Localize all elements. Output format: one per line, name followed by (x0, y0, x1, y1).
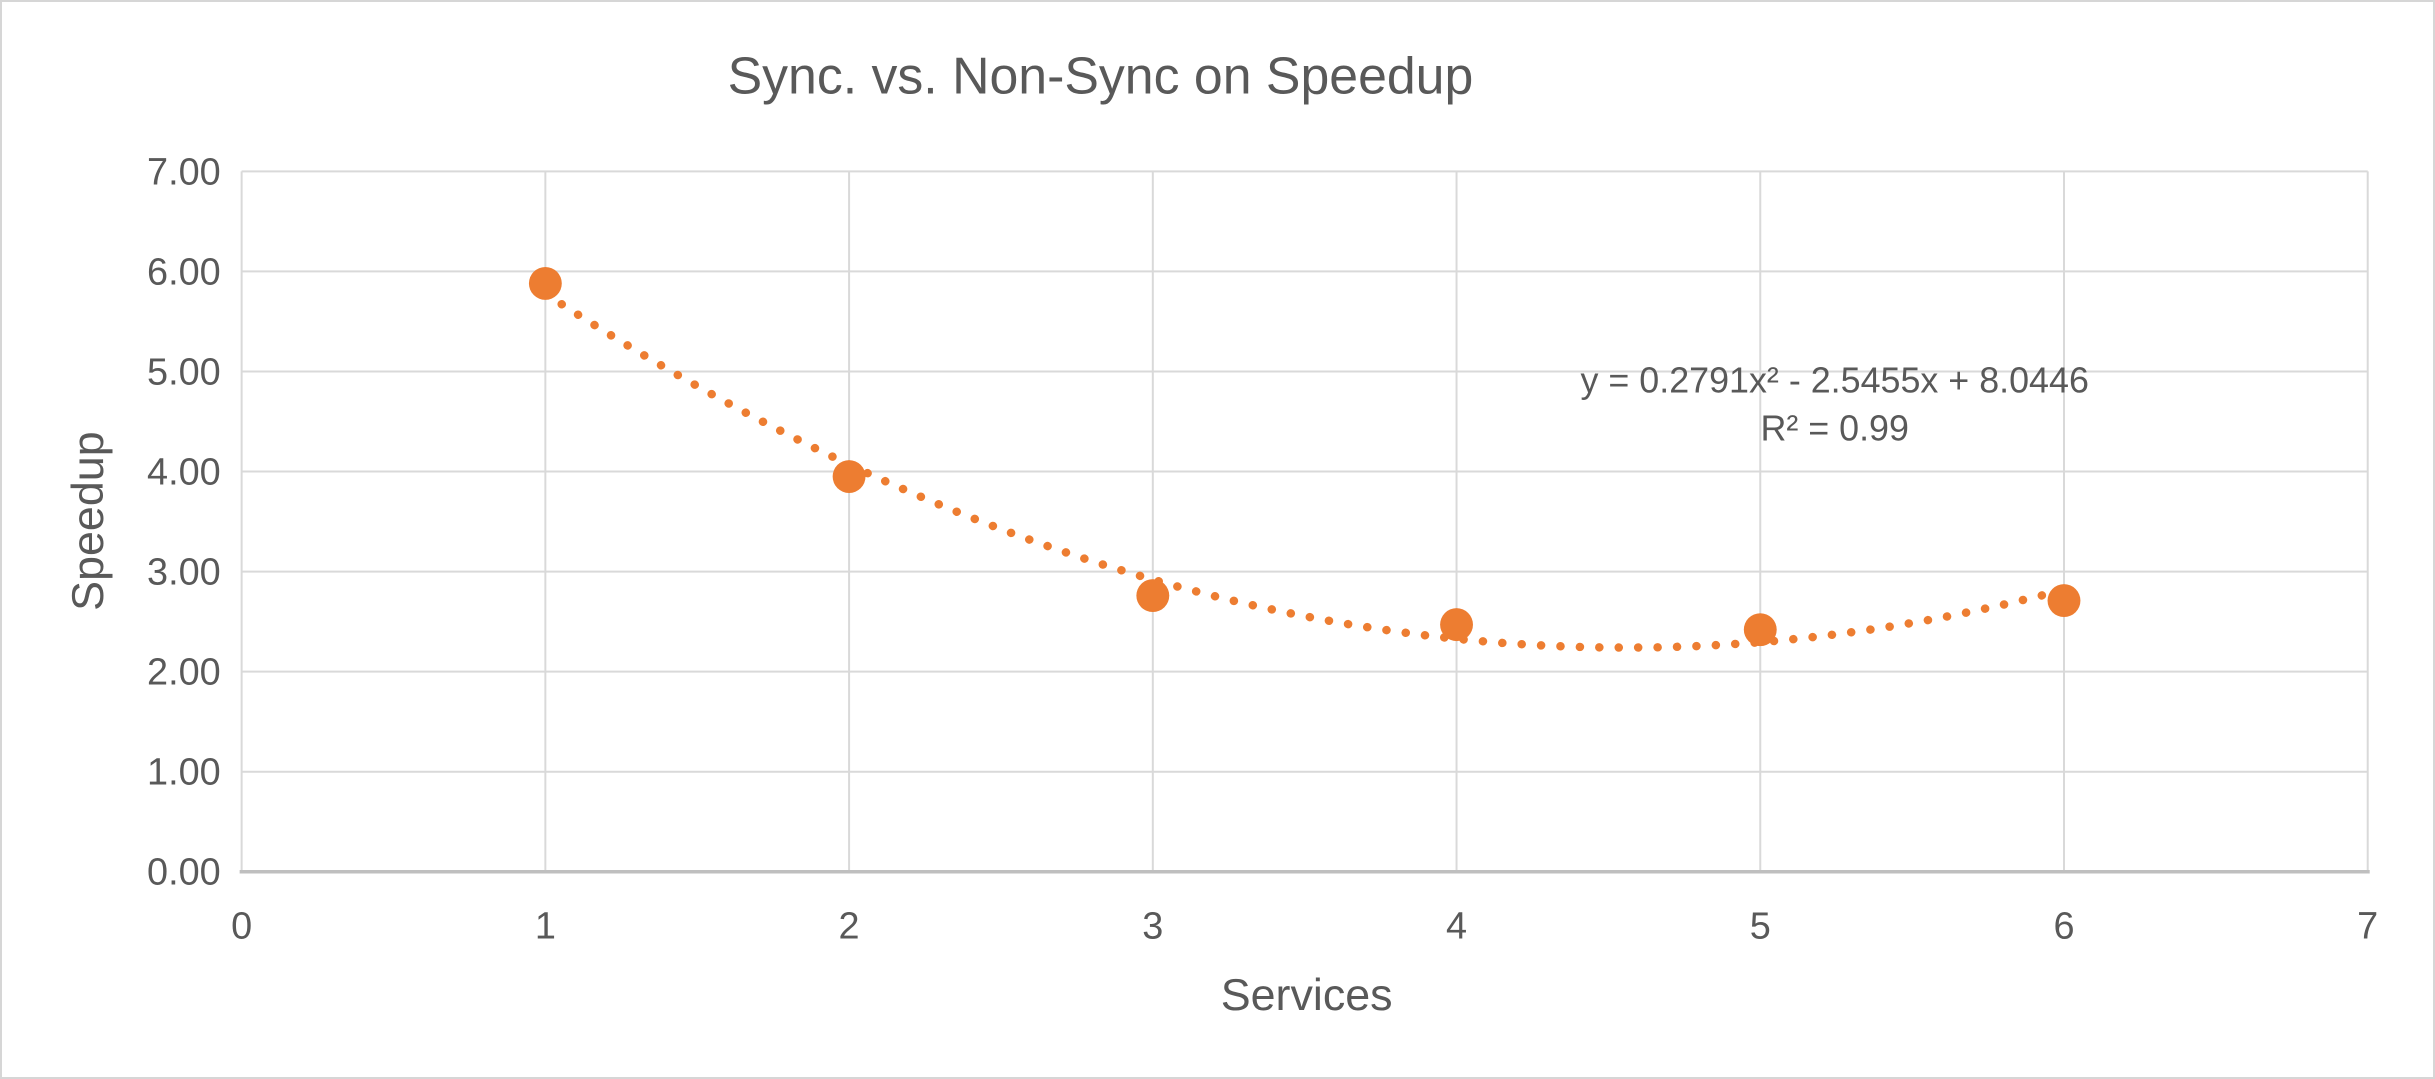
x-tick-label: 7 (2357, 906, 2378, 948)
y-tick-label: 4.00 (147, 451, 221, 493)
data-point-marker (2047, 584, 2081, 618)
y-tick-label: 0.00 (147, 852, 221, 894)
data-point-marker (832, 460, 866, 493)
data-point-marker (528, 266, 562, 300)
y-tick-label: 5.00 (147, 351, 221, 393)
x-tick-label: 4 (1446, 906, 1467, 948)
trendline-r-squared-label: R² = 0.99 (1760, 408, 1909, 448)
y-tick-label: 2.00 (147, 652, 221, 694)
trendline-dotted-curve (541, 289, 2069, 652)
data-point-marker (1136, 579, 1170, 613)
gridlines (240, 170, 2369, 872)
x-tick-label: 5 (1750, 906, 1771, 948)
y-tick-label: 7.00 (147, 151, 221, 193)
y-tick-label: 3.00 (147, 552, 221, 594)
x-tick-label: 2 (839, 906, 860, 948)
x-tick-label: 3 (1142, 906, 1163, 948)
tick-labels: 0.00 1.00 2.00 3.00 4.00 5.00 6.00 7.00 0 1 2 3 4 5 6 7 (147, 151, 2378, 947)
data-point-marker (1440, 608, 1473, 642)
data-point-marker (1743, 613, 1777, 647)
trendline-equation-label: y = 0.2791x² - 2.5455x + 8.0446 (1581, 361, 2089, 401)
x-tick-label: 1 (535, 906, 556, 948)
x-tick-label: 0 (231, 906, 252, 948)
y-tick-label: 6.00 (147, 251, 221, 293)
x-axis-title: Services (1221, 969, 1393, 1020)
x-tick-label: 6 (2053, 906, 2074, 948)
trendline (541, 289, 2069, 652)
chart-title: Sync. vs. Non-Sync on Speedup (728, 47, 1474, 105)
y-axis-title: Speedup (62, 431, 113, 610)
data-point-markers (528, 266, 2081, 647)
y-tick-label: 1.00 (147, 752, 221, 794)
